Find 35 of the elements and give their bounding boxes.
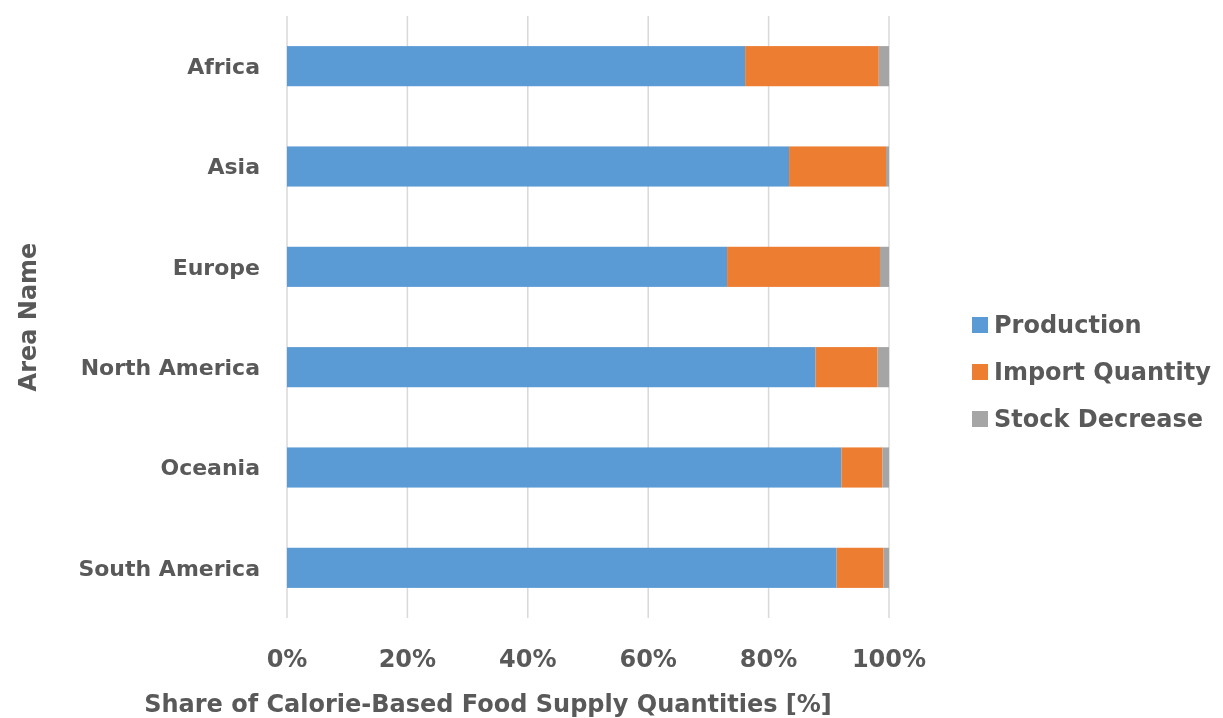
x-axis-title: Share of Calorie-Based Food Supply Quantities [%] — [144, 690, 832, 718]
bar — [287, 246, 728, 287]
legend-label: Stock Decrease — [994, 405, 1204, 434]
y-tick-label: North America — [80, 354, 260, 380]
bar — [287, 347, 816, 388]
bar — [879, 246, 889, 287]
x-tick-label: 20% — [378, 645, 437, 673]
x-tick-label: 100% — [851, 645, 927, 673]
y-axis-title: Area Name — [14, 242, 42, 392]
bar — [727, 246, 880, 287]
bar — [878, 46, 889, 87]
bar — [745, 46, 879, 87]
y-tick-label: Asia — [207, 154, 260, 180]
y-tick-label: Europe — [172, 254, 260, 280]
x-tick-label: 0% — [266, 645, 308, 673]
bar — [882, 447, 889, 488]
bar — [815, 347, 878, 388]
bar — [287, 46, 746, 87]
y-tick-label: Oceania — [160, 455, 260, 481]
bar — [885, 146, 889, 187]
bar — [877, 347, 889, 388]
x-tick-label: 80% — [739, 645, 798, 673]
bar — [287, 146, 790, 187]
x-tick-label: 40% — [499, 645, 557, 673]
bar — [287, 447, 842, 488]
x-tick-label: 60% — [619, 645, 677, 673]
legend-label: Production — [994, 311, 1142, 340]
legend-label: Import Quantity — [994, 358, 1212, 387]
bar — [789, 146, 886, 187]
bar — [836, 547, 884, 588]
bar — [841, 447, 883, 488]
y-tick-label: South America — [78, 555, 260, 581]
bar — [883, 547, 889, 588]
y-tick-label: Africa — [187, 53, 260, 79]
bar — [287, 547, 837, 588]
